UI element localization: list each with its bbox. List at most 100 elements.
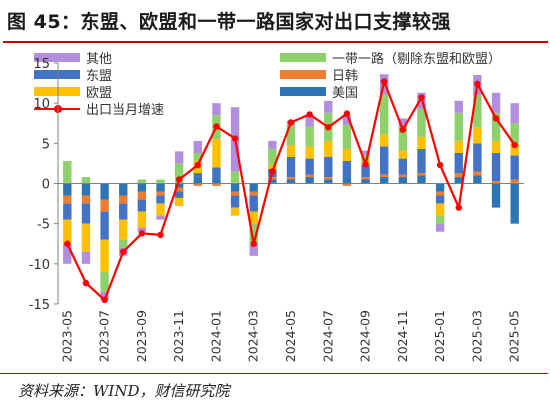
bar-usa bbox=[137, 183, 147, 192]
bar-japankorea bbox=[286, 177, 296, 180]
bar-beltroad bbox=[305, 126, 314, 147]
bar-eu bbox=[491, 140, 501, 153]
bar-eu bbox=[380, 134, 389, 147]
bar-usa bbox=[100, 183, 109, 200]
y-tick-label: 10 bbox=[33, 97, 50, 112]
bar-asean bbox=[305, 158, 314, 175]
export-growth-point bbox=[120, 248, 127, 255]
bar-asean bbox=[81, 203, 91, 224]
bar-beltroad bbox=[380, 94, 389, 135]
bar-japankorea bbox=[63, 195, 72, 204]
bar-japankorea bbox=[268, 177, 277, 180]
bar-usa bbox=[212, 179, 221, 184]
legend-label-asean: 东盟 bbox=[86, 69, 113, 84]
y-tick-label: 15 bbox=[33, 57, 50, 72]
bar-usa bbox=[454, 177, 463, 184]
bar-japankorea bbox=[193, 183, 202, 186]
bar-eu bbox=[137, 211, 147, 228]
bar-usa bbox=[510, 183, 519, 224]
export-growth-point bbox=[231, 135, 239, 142]
bar-japankorea bbox=[510, 179, 519, 184]
bar-asean bbox=[417, 148, 426, 174]
bar-japankorea bbox=[417, 173, 426, 176]
bar-others bbox=[454, 100, 463, 113]
bar-beltroad bbox=[268, 148, 277, 166]
bar-eu bbox=[435, 203, 445, 216]
bar-japankorea bbox=[324, 177, 333, 180]
legend-item-eu: 欧盟 bbox=[34, 82, 112, 101]
legend-swatch-others bbox=[34, 53, 80, 62]
y-tick-label: -5 bbox=[37, 218, 50, 233]
bar-eu bbox=[100, 239, 109, 272]
export-growth-point bbox=[250, 240, 257, 247]
bar-eu bbox=[230, 207, 240, 216]
bar-asean bbox=[491, 152, 501, 182]
x-tick-label: 2025-01 bbox=[432, 310, 447, 362]
bar-usa bbox=[342, 177, 352, 184]
export-growth-point bbox=[381, 78, 388, 85]
bar-others bbox=[342, 115, 352, 125]
bar-usa bbox=[305, 177, 314, 184]
bar-asean bbox=[361, 165, 370, 178]
y-tick-label: 5 bbox=[42, 137, 50, 152]
bar-others bbox=[268, 140, 277, 149]
title-underline bbox=[3, 41, 548, 43]
legend-item-usa: 美国 bbox=[280, 82, 358, 101]
bar-beltroad bbox=[230, 171, 240, 184]
bar-eu bbox=[268, 165, 277, 170]
export-growth-point bbox=[511, 141, 518, 149]
bar-asean bbox=[473, 143, 482, 172]
bar-others bbox=[510, 103, 519, 124]
export-growth-chart: -15 -10 -5 0 5 10 15 2023-05 2023-07 2023-09 2023-… bbox=[29, 57, 524, 362]
bar-japankorea bbox=[174, 187, 184, 192]
bar-japankorea bbox=[137, 191, 147, 200]
bar-eu bbox=[119, 219, 128, 240]
bar-beltroad bbox=[286, 124, 296, 145]
bar-japankorea bbox=[361, 177, 370, 180]
bar-japankorea bbox=[249, 191, 258, 196]
export-growth-point bbox=[325, 124, 332, 131]
bar-others bbox=[361, 150, 370, 155]
bar-beltroad bbox=[361, 154, 370, 162]
bar-beltroad bbox=[156, 179, 165, 184]
bar-asean bbox=[137, 199, 147, 212]
x-tick-label: 2024-03 bbox=[246, 310, 261, 362]
bar-usa bbox=[380, 177, 389, 184]
bar-eu bbox=[454, 140, 463, 153]
bar-beltroad bbox=[454, 112, 463, 141]
bar-eu bbox=[286, 144, 296, 157]
bar-asean bbox=[380, 146, 389, 175]
legend-label-japankorea: 日韩 bbox=[332, 69, 359, 84]
bar-asean bbox=[63, 203, 72, 220]
bar-asean bbox=[100, 211, 109, 240]
bar-eu bbox=[174, 197, 184, 206]
bar-eu bbox=[342, 148, 352, 162]
bar-japankorea bbox=[305, 174, 314, 178]
bar-beltroad bbox=[119, 239, 128, 248]
bar-others bbox=[324, 100, 333, 113]
bar-usa bbox=[230, 183, 240, 192]
bar-usa bbox=[193, 177, 202, 184]
bar-usa bbox=[324, 179, 333, 184]
legend-label-line: 出口当月增速 bbox=[86, 103, 165, 118]
legend-label-others: 其他 bbox=[86, 52, 113, 67]
bar-beltroad bbox=[510, 123, 519, 144]
bar-usa bbox=[473, 175, 482, 184]
x-tick-label: 2024-05 bbox=[283, 310, 298, 362]
bar-asean bbox=[324, 156, 333, 178]
bar-asean bbox=[119, 203, 128, 220]
export-growth-point bbox=[194, 161, 201, 169]
x-tick-label: 2023-07 bbox=[97, 310, 112, 362]
bar-japankorea bbox=[435, 191, 445, 196]
bar-beltroad bbox=[100, 271, 109, 292]
figure-title-box: 图 45：东盟、欧盟和一带一路国家对出口支撑较强 bbox=[3, 3, 548, 43]
x-tick-label: 2023-05 bbox=[59, 310, 74, 362]
bar-japankorea bbox=[398, 174, 408, 178]
bar-beltroad bbox=[63, 161, 72, 184]
legend-swatch-japankorea bbox=[280, 70, 326, 79]
bar-usa bbox=[156, 183, 165, 192]
bar-eu bbox=[324, 140, 333, 157]
legend-label-eu: 欧盟 bbox=[86, 86, 113, 101]
bar-asean bbox=[249, 195, 258, 212]
bar-usa bbox=[174, 183, 184, 188]
